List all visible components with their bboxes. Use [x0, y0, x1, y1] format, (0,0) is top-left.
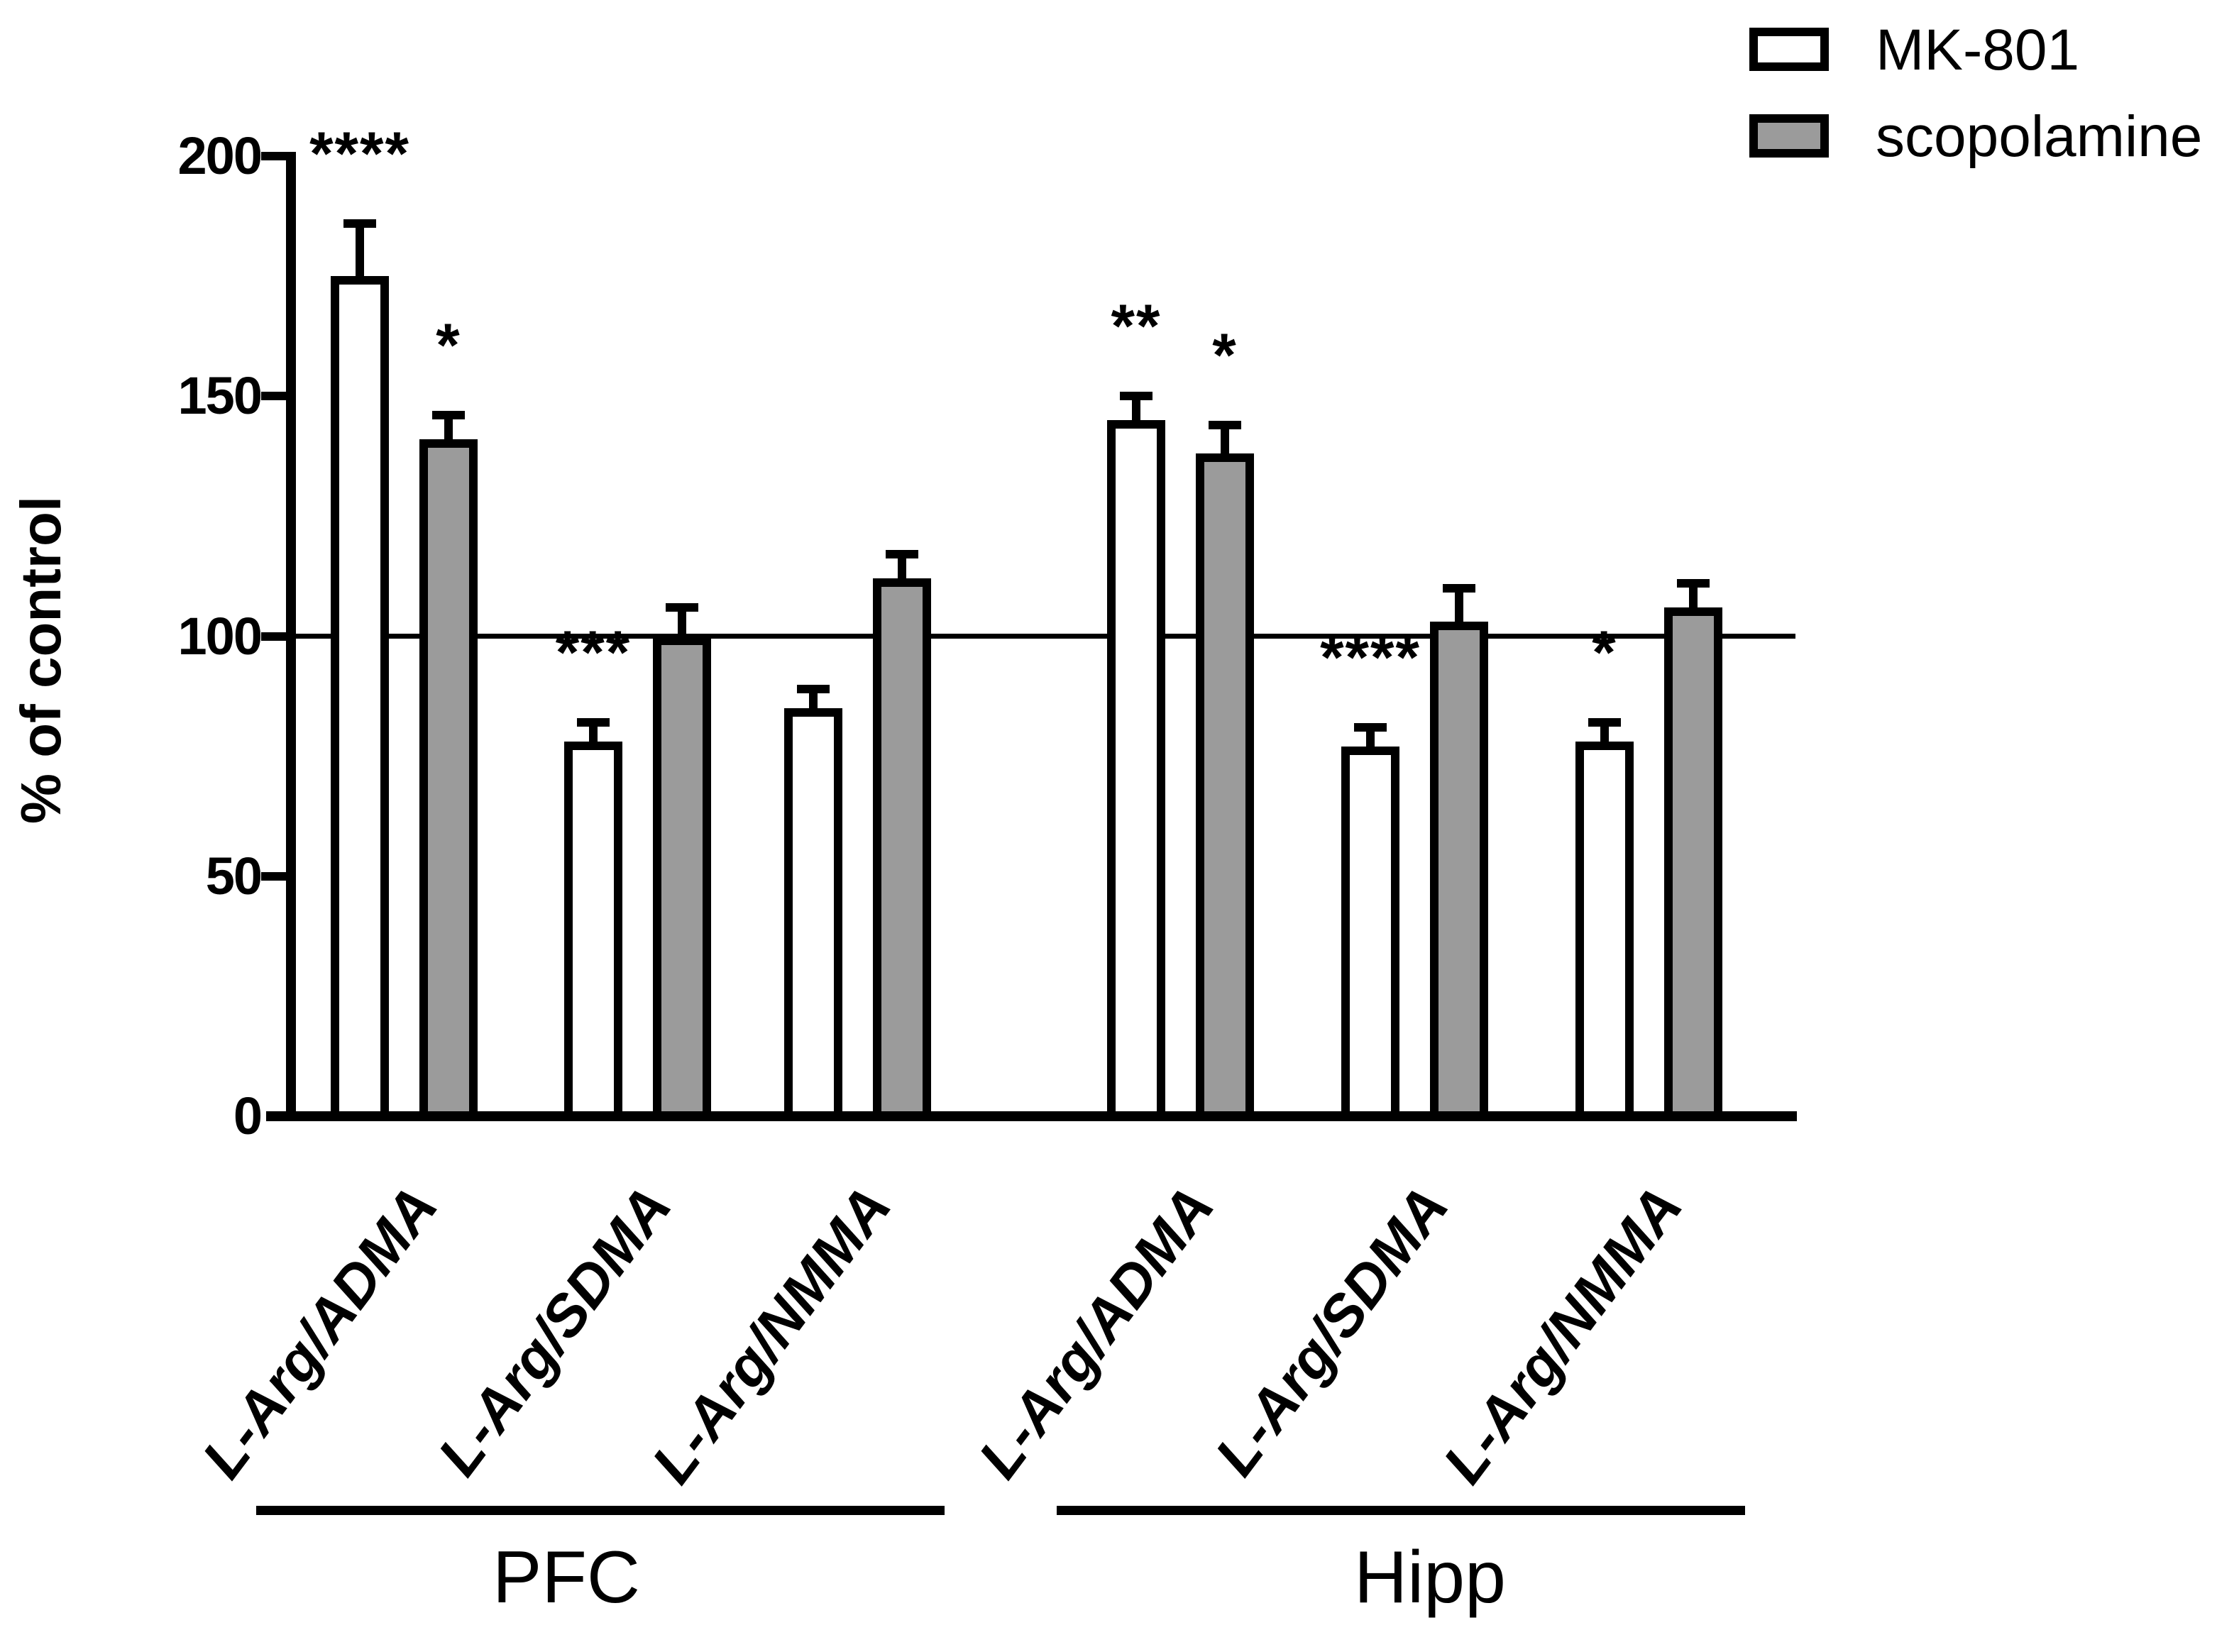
- y-tick-200: [261, 152, 286, 160]
- significance-1star: *: [1592, 619, 1617, 687]
- error-bar-cap: [886, 550, 918, 558]
- legend-swatch-scopolamine: [1749, 114, 1829, 158]
- y-tick-label-0: 0: [233, 1086, 263, 1145]
- error-bar-cap: [432, 411, 465, 419]
- bar-MK-801-L-Arg/SDMA-Hipp: [1341, 747, 1399, 1121]
- error-bar-cap: [343, 219, 376, 228]
- legend-label-mk801: MK-801: [1876, 18, 2080, 82]
- bar-scopolamine-L-Arg/SDMA-Hipp: [1430, 622, 1488, 1121]
- y-axis-title: % of control: [9, 495, 72, 825]
- significance-3star: ***: [555, 619, 632, 687]
- significance-4star: ****: [1320, 624, 1421, 692]
- reference-line-100: [296, 634, 1795, 639]
- region-label-pfc: PFC: [493, 1536, 640, 1619]
- error-bar-stem: [1689, 583, 1698, 610]
- x-axis-label-L-Arg/ADMA-Hipp: L-Arg/ADMA: [966, 1174, 1226, 1490]
- bar-MK-801-L-Arg/ADMA-Hipp: [1107, 420, 1165, 1121]
- y-tick-100: [261, 632, 286, 641]
- error-bar-stem: [1132, 396, 1140, 423]
- error-bar-stem: [356, 224, 364, 279]
- error-bar-stem: [1221, 425, 1229, 456]
- error-bar-cap: [1209, 421, 1241, 429]
- y-tick-label-100: 100: [177, 607, 263, 666]
- error-bar-stem: [444, 415, 453, 442]
- error-bar-stem: [809, 689, 818, 711]
- error-bar-cap: [1120, 392, 1152, 400]
- legend-swatch-mk801: [1749, 28, 1829, 71]
- bar-scopolamine-L-Arg/SDMA-PFC: [653, 637, 711, 1121]
- y-tick-label-50: 50: [205, 847, 263, 905]
- x-axis-label-L-Arg/NMMA-PFC: L-Arg/NMMA: [639, 1174, 903, 1495]
- y-tick-150: [261, 392, 286, 400]
- hipp-underline: [1057, 1506, 1745, 1515]
- y-tick-50: [261, 872, 286, 881]
- pfc-underline: [256, 1506, 945, 1515]
- error-bar-cap: [1354, 723, 1387, 732]
- significance-4star: ****: [309, 120, 410, 188]
- y-axis-line: [286, 152, 296, 1121]
- error-bar-cap: [797, 685, 830, 693]
- bar-MK-801-L-Arg/SDMA-PFC: [564, 742, 622, 1121]
- significance-2star: **: [1111, 292, 1162, 360]
- bar-scopolamine-L-Arg/ADMA-Hipp: [1196, 453, 1254, 1121]
- y-tick-label-150: 150: [177, 366, 263, 425]
- x-axis-line: [266, 1111, 1797, 1121]
- legend-label-scopolamine: scopolamine: [1876, 104, 2203, 169]
- error-bar-stem: [589, 722, 598, 744]
- bar-scopolamine-L-Arg/NMMA-PFC: [873, 578, 931, 1121]
- x-axis-label-L-Arg/ADMA-PFC: L-Arg/ADMA: [189, 1174, 450, 1490]
- error-bar-cap: [1677, 579, 1710, 588]
- y-tick-label-200: 200: [177, 126, 263, 185]
- error-bar-stem: [1455, 588, 1463, 624]
- error-bar-stem: [1600, 722, 1609, 744]
- error-bar-cap: [1588, 718, 1621, 727]
- error-bar-stem: [898, 554, 906, 581]
- x-axis-label-L-Arg/SDMA-PFC: L-Arg/SDMA: [425, 1174, 683, 1487]
- x-axis-label-L-Arg/SDMA-Hipp: L-Arg/SDMA: [1202, 1174, 1460, 1487]
- bar-scopolamine-L-Arg/ADMA-PFC: [419, 439, 478, 1121]
- error-bar-cap: [577, 718, 610, 727]
- bar-scopolamine-L-Arg/NMMA-Hipp: [1664, 607, 1722, 1121]
- region-label-hipp: Hipp: [1354, 1536, 1506, 1619]
- error-bar-cap: [1443, 584, 1475, 593]
- bar-MK-801-L-Arg/NMMA-Hipp: [1575, 742, 1634, 1121]
- significance-1star: *: [436, 312, 461, 380]
- error-bar-cap: [666, 603, 698, 612]
- error-bar-stem: [678, 607, 686, 639]
- bar-MK-801-L-Arg/ADMA-PFC: [331, 276, 389, 1121]
- significance-1star: *: [1212, 321, 1238, 390]
- bar-MK-801-L-Arg/NMMA-PFC: [784, 708, 842, 1121]
- error-bar-stem: [1366, 727, 1375, 749]
- x-axis-label-L-Arg/NMMA-Hipp: L-Arg/NMMA: [1431, 1174, 1695, 1495]
